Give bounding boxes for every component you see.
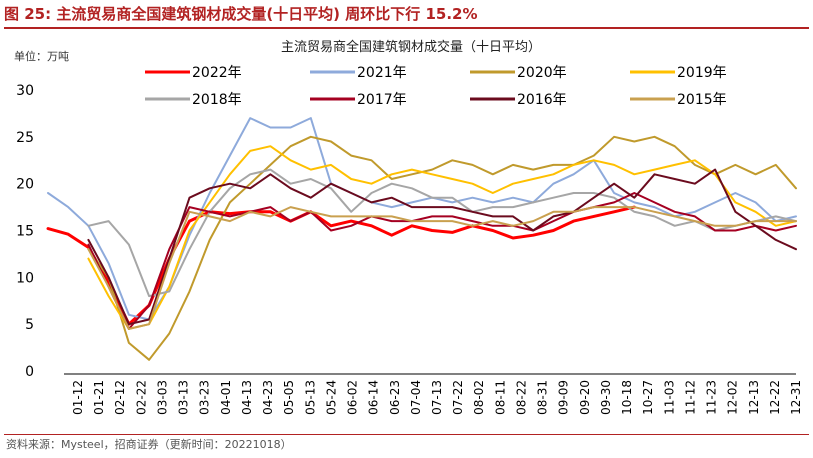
- x-tick-label: 06-02: [346, 380, 360, 415]
- x-tick-label: 04-13: [240, 380, 254, 415]
- legend-label: 2016年: [517, 92, 567, 108]
- legend-label: 2021年: [357, 65, 407, 81]
- y-tick-label: 20: [16, 177, 34, 193]
- legend-label: 2020年: [517, 65, 567, 81]
- legend-label: 2017年: [357, 92, 407, 108]
- y-tick-label: 15: [16, 224, 34, 240]
- x-tick-label: 06-23: [388, 380, 402, 415]
- x-tick-label: 08-11: [493, 380, 507, 415]
- legend-label: 2018年: [192, 92, 242, 108]
- title-rule: [4, 27, 809, 29]
- x-tick-label: 03-23: [198, 380, 212, 415]
- x-axis: 01-12 01-21 02-12 02-22 03-03 03-13 03-23 04-01…: [64, 373, 803, 415]
- x-tick-label: 08-22: [514, 380, 528, 415]
- source-rule: [4, 434, 809, 435]
- x-tick-label: 01-12: [71, 380, 85, 415]
- y-tick-label: 5: [25, 317, 34, 333]
- x-tick-label: 05-24: [324, 380, 338, 415]
- x-tick-label: 03-03: [155, 380, 169, 415]
- source-note: 资料来源：Mysteel，招商证券（更新时间：20221018）: [6, 438, 292, 451]
- x-tick-label: 08-31: [536, 380, 550, 415]
- series-line: [87, 135, 797, 361]
- x-tick-label: 06-14: [367, 380, 381, 415]
- x-tick-label: 04-23: [261, 380, 275, 415]
- x-tick-label: 12-02: [726, 380, 740, 415]
- legend: 2022年 2021年 2020年 2019年 2018年 2017年 2016年 2015年: [145, 65, 727, 108]
- x-tick-label: 09-30: [599, 380, 613, 415]
- x-tick-label: 12-22: [768, 380, 782, 415]
- plot-area: [46, 117, 797, 361]
- x-tick-label: 01-21: [92, 380, 106, 415]
- x-tick-label: 12-31: [789, 380, 803, 415]
- x-tick-label: 11-12: [683, 380, 697, 415]
- y-tick-label: 25: [16, 130, 34, 146]
- x-tick-label: 10-27: [641, 380, 655, 415]
- x-tick-label: 04-01: [219, 380, 233, 415]
- x-tick-label: 07-13: [430, 380, 444, 415]
- x-tick-label: 02-22: [134, 380, 148, 415]
- x-tick-label: 07-04: [409, 380, 423, 415]
- line-chart: 主流贸易商全国建筑钢材成交量（十日平均） 2022年 2021年 2020年 2019…: [16, 39, 803, 415]
- x-tick-label: 02-12: [113, 380, 127, 415]
- legend-label: 2015年: [677, 92, 727, 108]
- legend-label: 2022年: [192, 65, 242, 81]
- x-tick-label: 07-22: [451, 380, 465, 415]
- y-tick-label: 30: [16, 83, 34, 99]
- series-line: [87, 168, 797, 298]
- x-tick-label: 09-09: [557, 380, 571, 415]
- chart-title: 主流贸易商全国建筑钢材成交量（十日平均）: [281, 39, 541, 55]
- x-tick-label: 03-13: [177, 380, 191, 415]
- x-tick-label: 05-13: [303, 380, 317, 415]
- x-tick-label: 12-13: [747, 380, 761, 415]
- series-line: [87, 168, 797, 326]
- x-tick-label: 11-23: [705, 380, 719, 415]
- x-tick-label: 08-02: [472, 380, 486, 415]
- legend-label: 2019年: [677, 65, 727, 81]
- x-tick-label: 05-05: [282, 380, 296, 415]
- series-line: [87, 192, 797, 330]
- y-axis: 0 5 10 15 20 25 30: [16, 83, 34, 380]
- x-tick-label: 10-18: [620, 380, 634, 415]
- figure-title: 图 25: 主流贸易商全国建筑钢材成交量(十日平均) 周环比下行 15.2%: [4, 5, 478, 23]
- unit-label: 单位：万吨: [14, 50, 69, 63]
- y-tick-label: 0: [25, 364, 34, 380]
- x-tick-label: 09-20: [578, 380, 592, 415]
- y-tick-label: 10: [16, 270, 34, 286]
- series-line: [87, 206, 797, 330]
- series-line: [87, 145, 797, 330]
- x-tick-label: 11-03: [662, 380, 676, 415]
